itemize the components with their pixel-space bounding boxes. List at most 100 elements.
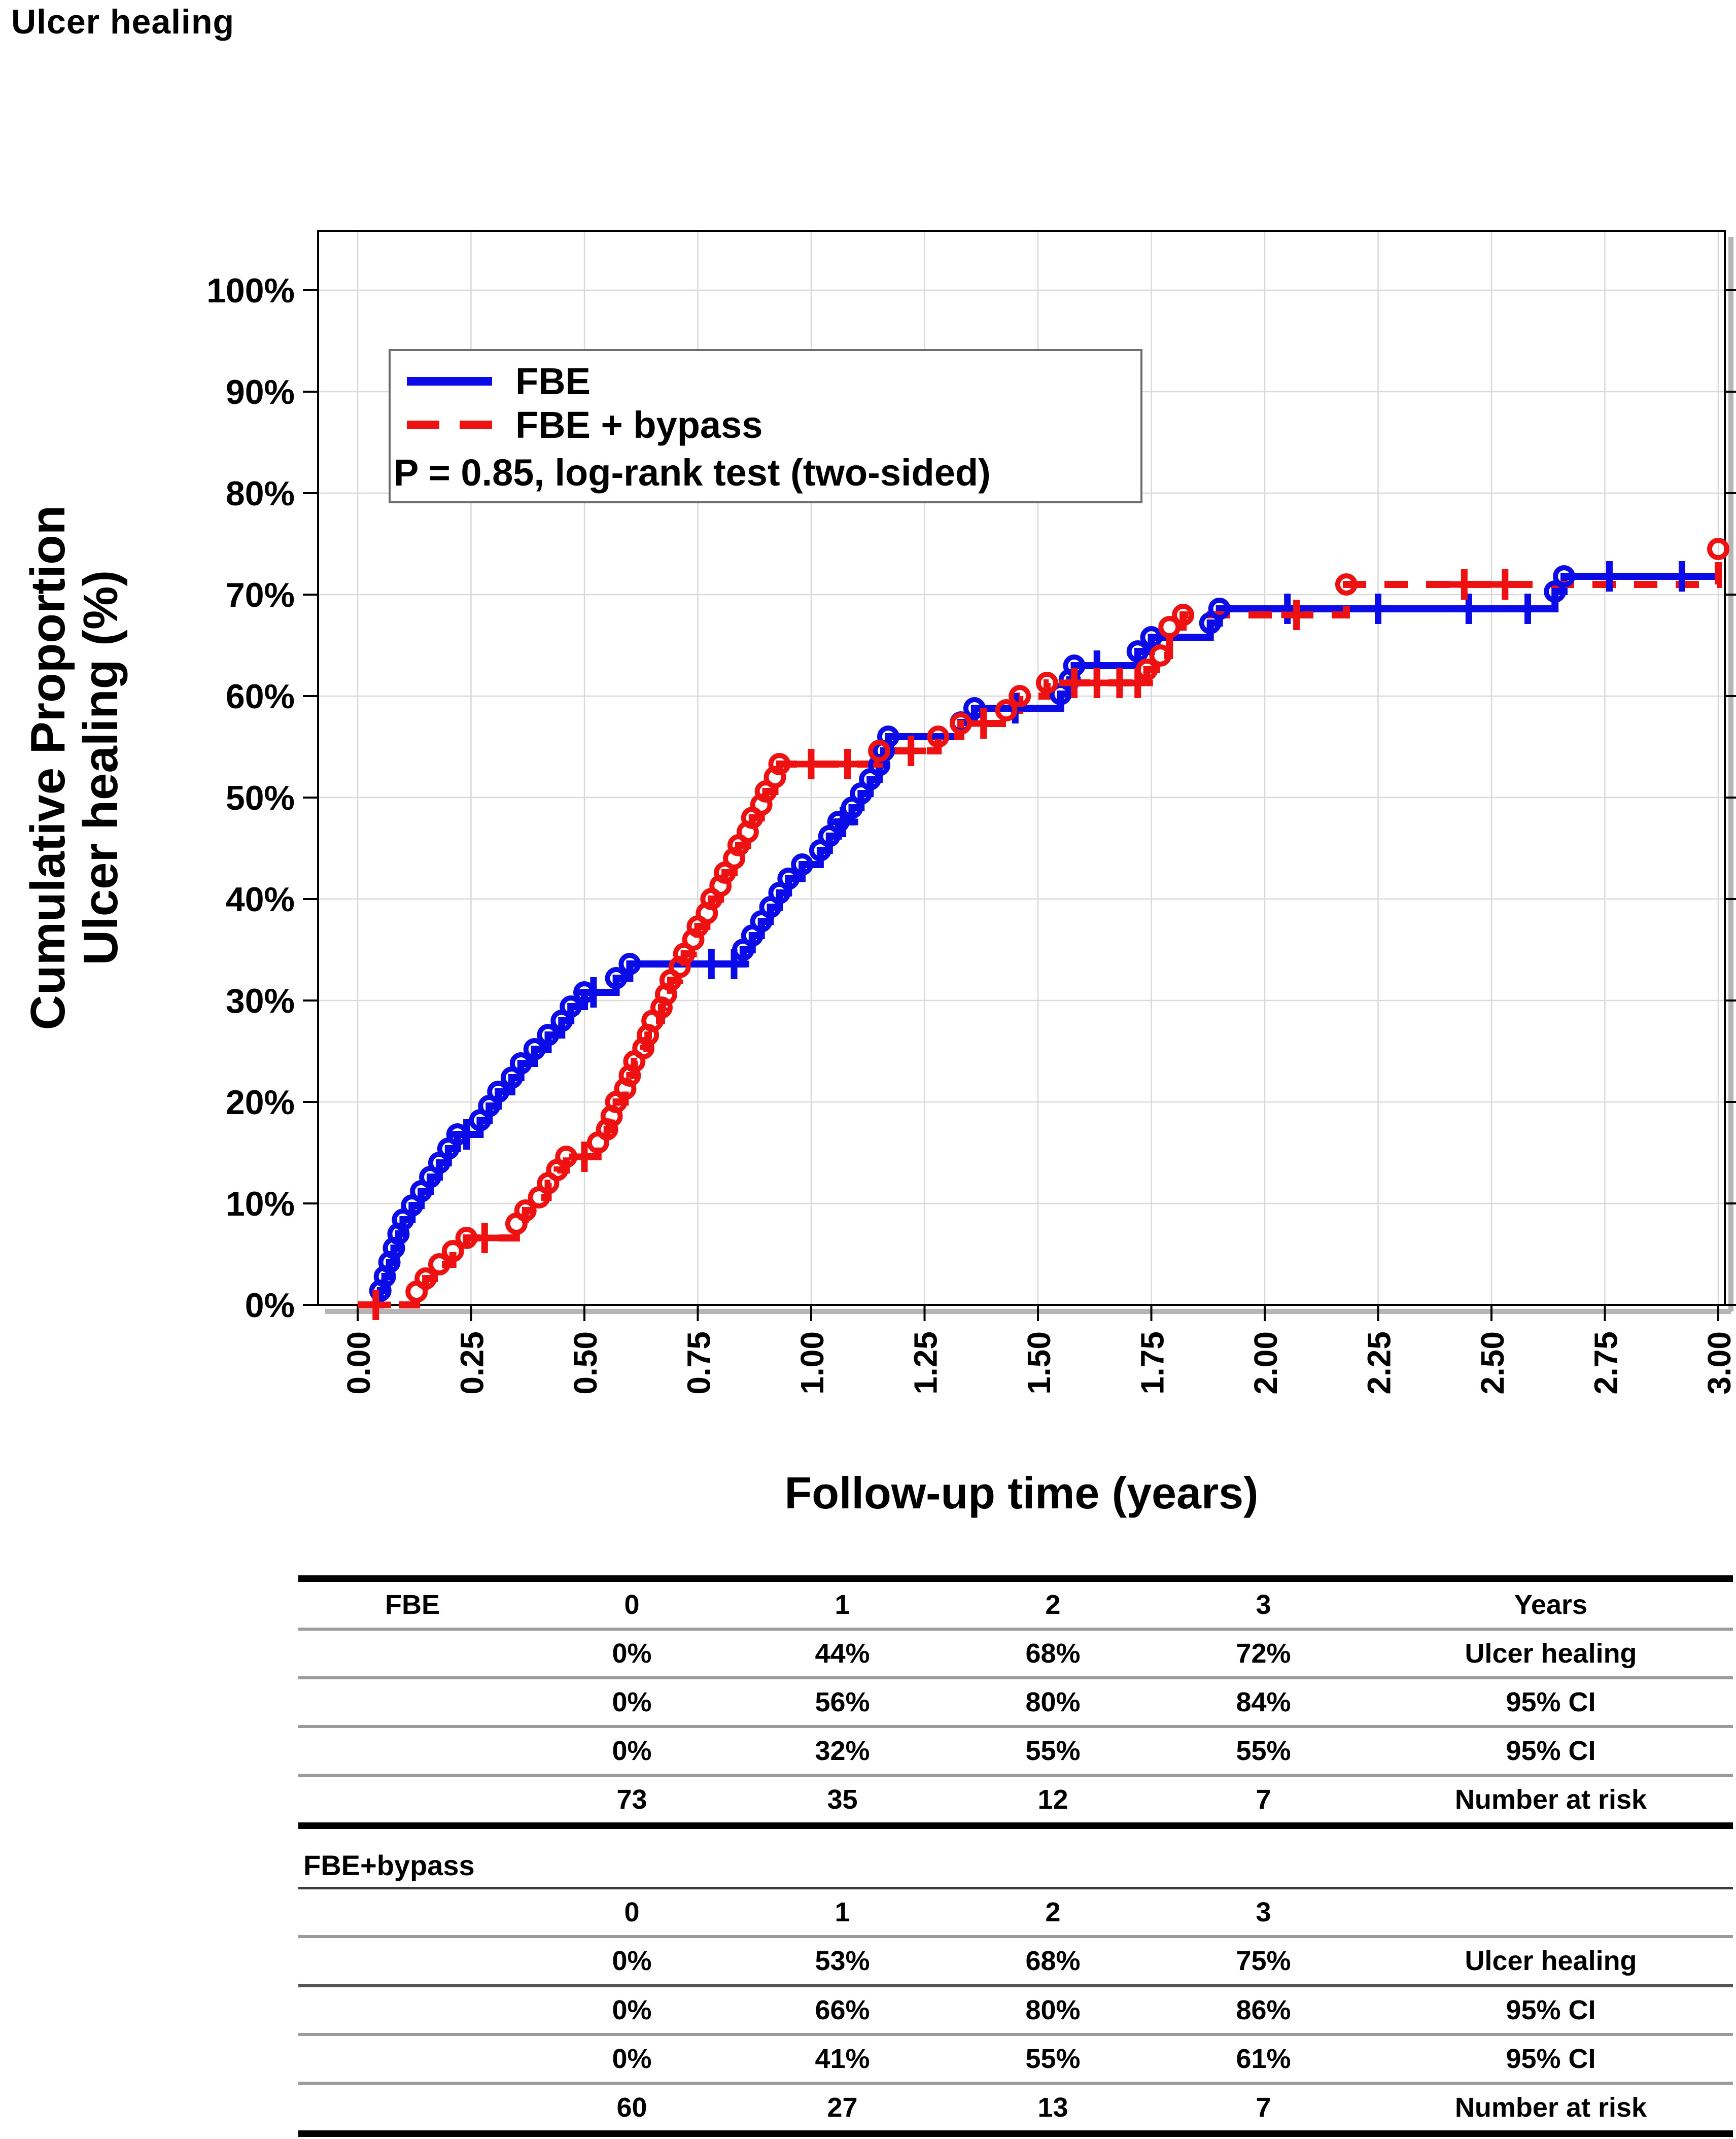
table-cell-value: 13 <box>1037 2092 1068 2123</box>
table-cell-value: 80% <box>1025 1995 1081 2025</box>
x-tick-label-2.25: 2.25 <box>1361 1331 1398 1395</box>
y-tick-label-70%: 70% <box>226 576 295 614</box>
table-cell-group <box>298 1679 527 1725</box>
fbe-bypass-censor-marker <box>569 1142 600 1172</box>
table-cell-value: 41% <box>815 2044 870 2074</box>
y-tick-label-40%: 40% <box>226 880 295 919</box>
y-tick-label-30%: 30% <box>226 982 295 1020</box>
fbe-censor-marker <box>1453 594 1484 624</box>
y-tick-label-60%: 60% <box>226 677 295 716</box>
table-cell-group <box>298 1631 527 1676</box>
table-row-95-ci: 0% 56% 80% 84% 95% CI <box>298 1679 1733 1728</box>
table-cell-rowlabel: 95% CI <box>1506 1736 1596 1766</box>
table-cell-group <box>298 1728 527 1774</box>
table-row-years: FBE 0 1 2 3 Years <box>298 1575 1733 1631</box>
fbe-bypass-event-marker <box>1009 685 1031 707</box>
fbe-event-marker <box>1553 565 1576 588</box>
table-cell-rowlabel: 95% CI <box>1506 1687 1596 1717</box>
x-tick-label-2.50: 2.50 <box>1474 1331 1511 1395</box>
fbe-event-marker <box>605 967 628 989</box>
table-block-gap <box>298 1829 1733 1844</box>
table-cell-value: 0 <box>624 1897 640 1927</box>
table-cell-group <box>298 2036 527 2082</box>
table-cell-value: 7 <box>1256 1784 1271 1815</box>
x-tick-label-0.00: 0.00 <box>340 1331 377 1395</box>
table-cell-value: 86% <box>1236 1995 1291 2025</box>
table-cell-value: 75% <box>1236 1946 1291 1976</box>
legend-entry-fbe: FBE <box>391 359 1140 403</box>
fbe-censor-marker <box>1594 561 1625 592</box>
table-cell-value: 84% <box>1236 1687 1291 1717</box>
legend: FBE FBE + bypass P = 0.85, log-rank test… <box>389 349 1142 503</box>
table-cell-value: 35 <box>827 1784 858 1815</box>
table-cell-rowlabel: 95% CI <box>1506 1995 1596 2025</box>
table-cell-group <box>298 2085 527 2130</box>
fbe-censor-marker <box>827 807 858 837</box>
fbe-bypass-censor-marker <box>360 1290 391 1320</box>
fbe-bypass-event-marker <box>1149 644 1172 667</box>
fbe-event-marker <box>487 1081 510 1103</box>
table-cell-value: 32% <box>815 1736 870 1766</box>
y-tick-label-100%: 100% <box>206 271 295 310</box>
table-cell-value: 68% <box>1025 1638 1081 1669</box>
fbe-bypass-event-marker <box>868 740 891 762</box>
km-chart: 0% 10% 20% 30% 40% 50% 60% 70% 80% 90% 100% 0.00 0.2… <box>206 230 1736 1395</box>
table-cell-value: 68% <box>1025 1946 1081 1976</box>
figure-title: Ulcer healing <box>11 3 235 41</box>
y-tick-label-0%: 0% <box>245 1286 295 1325</box>
table-cell-value: 12 <box>1037 1784 1068 1815</box>
y-tick-label-80%: 80% <box>226 474 295 513</box>
table-cell-value: 1 <box>835 1897 850 1927</box>
plot-frame <box>317 230 1726 1306</box>
x-tick-label-1.25: 1.25 <box>908 1331 944 1395</box>
fbe-event-marker <box>777 868 800 890</box>
y-tick-label-90%: 90% <box>226 373 295 411</box>
y-axis-title-line2: Ulcer healing (%) <box>74 570 128 965</box>
fbe-event-marker <box>560 995 582 1018</box>
y-axis-title-line1: Cumulative Proportion <box>21 505 75 1030</box>
fbe-bypass-event-marker <box>1158 616 1181 638</box>
table-cell-value: 55% <box>1025 1736 1081 1766</box>
table-cell-value: 0% <box>612 1638 652 1669</box>
fbe-censor-marker <box>578 977 609 1008</box>
fbe-bypass-event-marker <box>1035 672 1058 694</box>
x-tick-label-2.75: 2.75 <box>1588 1331 1624 1395</box>
x-tick-label-2.00: 2.00 <box>1247 1331 1284 1395</box>
table-row-number-at-risk: 73 35 12 7 Number at risk <box>298 1777 1733 1829</box>
table-cell-value: 0% <box>612 1946 652 1976</box>
table-cell-rowlabel: Number at risk <box>1454 1784 1647 1815</box>
table-cell-rowlabel: Number at risk <box>1454 2092 1647 2123</box>
x-tick-label-0.25: 0.25 <box>454 1331 491 1395</box>
table-cell-value: 66% <box>815 1995 870 2025</box>
table-cell-value: 55% <box>1025 2044 1081 2074</box>
table-cell-value: 56% <box>815 1687 870 1717</box>
table-cell-value: 80% <box>1025 1687 1081 1717</box>
table-cell-value: 2 <box>1045 1897 1061 1927</box>
table-cell-group <box>298 1777 527 1822</box>
fbe-bypass-censor-marker <box>1449 569 1480 600</box>
y-tick-label-10%: 10% <box>226 1185 295 1223</box>
x-tick-label-1.00: 1.00 <box>794 1331 830 1395</box>
legend-label-fbe-bypass: FBE + bypass <box>515 403 763 446</box>
fbe-bypass-event-marker <box>1172 604 1195 626</box>
table-cell-group <box>298 1987 527 2033</box>
legend-pvalue-note: P = 0.85, log-rank test (two-sided) <box>394 451 991 494</box>
fbe-event-marker <box>509 1052 532 1075</box>
table-cell-value: 7 <box>1256 2092 1271 2123</box>
y-tick-label-50%: 50% <box>226 779 295 817</box>
table-cell-group <box>298 1889 527 1935</box>
fbe-bypass-censor-marker <box>1281 600 1312 630</box>
fbe-event-marker <box>537 1024 560 1046</box>
table-cell-value: 60 <box>616 2092 647 2123</box>
fbe-bypass-event-marker <box>1707 538 1729 560</box>
x-tick-label-0.50: 0.50 <box>567 1331 604 1395</box>
fbe-censor-marker <box>1363 594 1394 624</box>
fbe-bypass-event-marker <box>414 1267 437 1290</box>
table-cell-value: 0% <box>612 1995 652 2025</box>
table-cell-value: 2 <box>1045 1590 1061 1620</box>
legend-label-fbe: FBE <box>515 360 591 402</box>
x-tick-label-3.00: 3.00 <box>1701 1331 1736 1395</box>
table-cell-value: 53% <box>815 1946 870 1976</box>
fbe-event-marker <box>1140 626 1163 648</box>
table-cell-value: 44% <box>815 1638 870 1669</box>
